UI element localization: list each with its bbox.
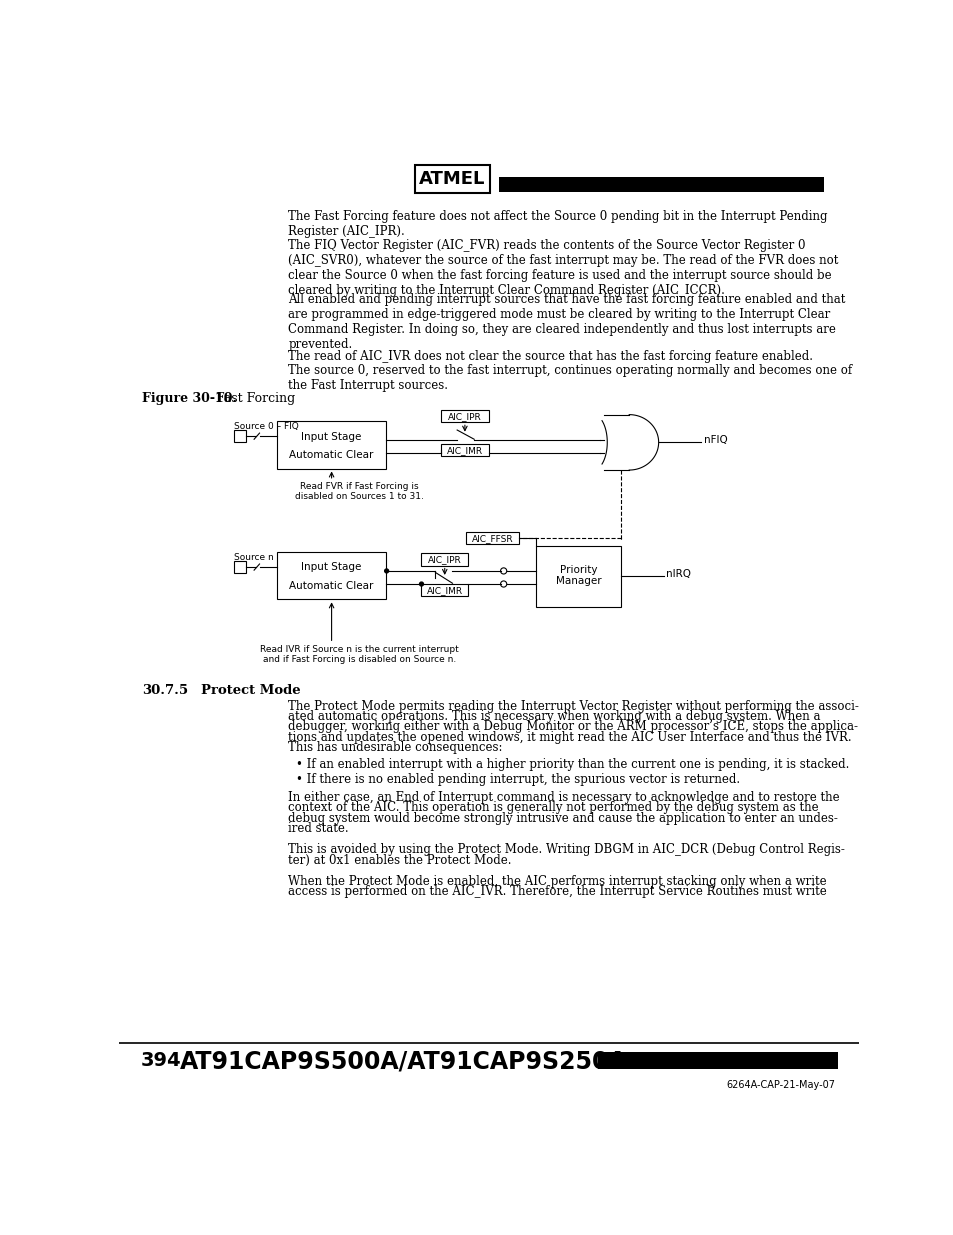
Text: disabled on Sources 1 to 31.: disabled on Sources 1 to 31. (294, 493, 423, 501)
Text: • If there is no enabled pending interrupt, the spurious vector is returned.: • If there is no enabled pending interru… (295, 773, 740, 785)
Bar (440, 410, 488, 422)
Text: AIC_IPR: AIC_IPR (448, 412, 481, 421)
Text: nFIQ: nFIQ (703, 435, 726, 445)
Text: The read of AIC_IVR does not clear the source that has the fast forcing feature : The read of AIC_IVR does not clear the s… (288, 350, 812, 363)
Text: access is performed on the AIC_IVR. Therefore, the Interrupt Service Routines mu: access is performed on the AIC_IVR. Ther… (288, 885, 826, 898)
Bar (233, 561, 246, 573)
Bar (421, 553, 468, 566)
Text: 6264A-CAP-21-May-07: 6264A-CAP-21-May-07 (725, 1079, 835, 1091)
Text: Read FVR if Fast Forcing is: Read FVR if Fast Forcing is (300, 483, 418, 492)
Text: AIC_IMR: AIC_IMR (426, 587, 462, 595)
Circle shape (419, 582, 423, 585)
Text: Read IVR if Source n is the current interrupt: Read IVR if Source n is the current inte… (260, 645, 458, 653)
Text: Source n: Source n (233, 553, 274, 562)
Circle shape (500, 580, 506, 587)
Text: debug system would become strongly intrusive and cause the application to enter : debug system would become strongly intru… (288, 811, 837, 825)
Circle shape (384, 569, 388, 573)
Text: The FIQ Vector Register (AIC_FVR) reads the contents of the Source Vector Regist: The FIQ Vector Register (AIC_FVR) reads … (288, 240, 838, 298)
Text: In either case, an End of Interrupt command is necessary to acknowledge and to r: In either case, an End of Interrupt comm… (288, 790, 839, 804)
Text: tions and updates the opened windows, it might read the AIC User Interface and t: tions and updates the opened windows, it… (288, 731, 851, 743)
Bar (498, 177, 823, 193)
Text: • If an enabled interrupt with a higher priority than the current one is pending: • If an enabled interrupt with a higher … (295, 757, 848, 771)
Text: All enabled and pending interrupt sources that have the fast forcing feature ena: All enabled and pending interrupt source… (288, 293, 844, 351)
Text: debugger, working either with a Debug Monitor or the ARM processor’s ICE, stops : debugger, working either with a Debug Mo… (288, 720, 858, 734)
Text: AIC_IMR: AIC_IMR (446, 446, 482, 456)
Text: ATMEL: ATMEL (419, 170, 485, 188)
Text: Source 0 – FIQ: Source 0 – FIQ (233, 422, 298, 431)
Text: Manager: Manager (556, 577, 601, 587)
Bar (536, 546, 620, 608)
Text: The Fast Forcing feature does not affect the Source 0 pending bit in the Interru: The Fast Forcing feature does not affect… (288, 210, 827, 238)
Text: AIC_FFSR: AIC_FFSR (472, 534, 513, 543)
Text: Figure 30-10.: Figure 30-10. (142, 391, 237, 405)
Text: Automatic Clear: Automatic Clear (289, 580, 374, 590)
Text: Automatic Clear: Automatic Clear (289, 450, 374, 461)
Text: ter) at 0x1 enables the Protect Mode.: ter) at 0x1 enables the Protect Mode. (288, 853, 511, 867)
Bar (466, 531, 518, 543)
Text: Input Stage: Input Stage (301, 431, 361, 442)
Text: nIRQ: nIRQ (666, 569, 691, 579)
Text: The Protect Mode permits reading the Interrupt Vector Register without performin: The Protect Mode permits reading the Int… (288, 699, 858, 713)
Text: and if Fast Forcing is disabled on Source n.: and if Fast Forcing is disabled on Sourc… (263, 655, 456, 664)
Text: AIC_IPR: AIC_IPR (428, 556, 461, 564)
Bar (233, 430, 246, 442)
Text: When the Protect Mode is enabled, the AIC performs interrupt stacking only when : When the Protect Mode is enabled, the AI… (288, 874, 826, 888)
Bar (598, 1052, 838, 1070)
Text: Priority: Priority (559, 564, 597, 574)
Text: Protect Mode: Protect Mode (200, 684, 300, 697)
Bar (440, 443, 488, 456)
Text: This has undesirable consequences:: This has undesirable consequences: (288, 741, 502, 755)
Text: ated automatic operations. This is necessary when working with a debug system. W: ated automatic operations. This is neces… (288, 710, 820, 722)
Text: context of the AIC. This operation is generally not performed by the debug syste: context of the AIC. This operation is ge… (288, 802, 818, 814)
Text: The source 0, reserved to the fast interrupt, continues operating normally and b: The source 0, reserved to the fast inter… (288, 364, 851, 391)
Bar (277, 552, 385, 599)
Text: AT91CAP9S500A/AT91CAP9S250A: AT91CAP9S500A/AT91CAP9S250A (179, 1049, 627, 1073)
Circle shape (500, 568, 506, 574)
Bar (277, 421, 385, 468)
Text: 30.7.5: 30.7.5 (142, 684, 189, 697)
Text: This is avoided by using the Protect Mode. Writing DBGM in AIC_DCR (Debug Contro: This is avoided by using the Protect Mod… (288, 844, 844, 856)
Text: Input Stage: Input Stage (301, 562, 361, 573)
Text: ired state.: ired state. (288, 823, 349, 835)
Bar (421, 584, 468, 597)
Text: 394: 394 (141, 1051, 181, 1070)
Text: Fast Forcing: Fast Forcing (212, 391, 295, 405)
